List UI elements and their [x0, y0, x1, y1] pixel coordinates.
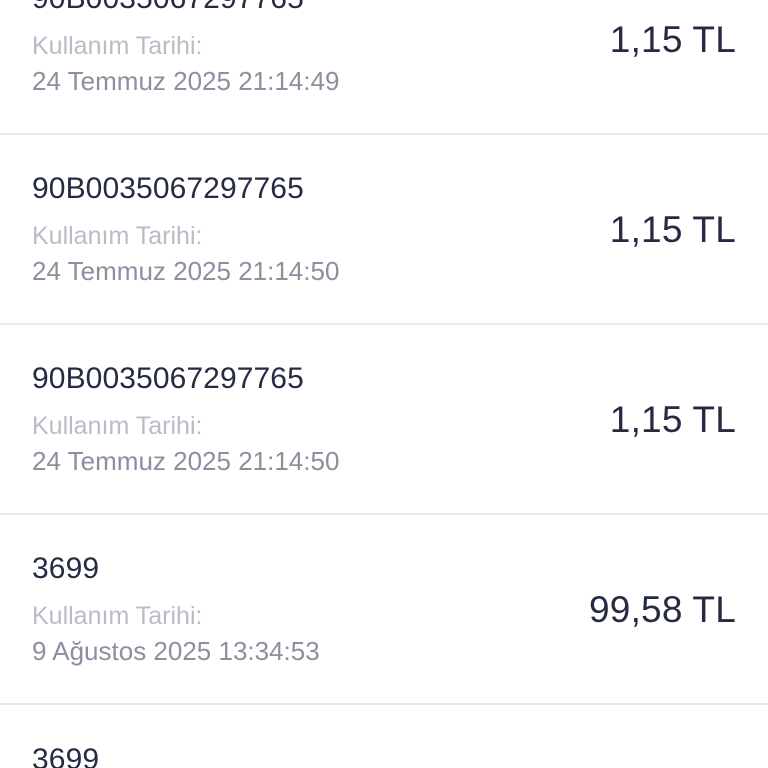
transaction-date-label: Kullanım Tarihi:: [32, 412, 203, 441]
transaction-date-value: 24 Temmuz 2025 21:14:50: [32, 255, 340, 286]
transaction-row[interactable]: 90B0035067297765 Kullanım Tarihi: 24 Tem…: [0, 0, 768, 135]
transaction-row[interactable]: 3699 Kullanım Tarihi: 9 Ağustos 2025 13:…: [0, 705, 768, 768]
transaction-amount: 99,58 TL: [589, 588, 736, 630]
transaction-date-value: 24 Temmuz 2025 21:14:50: [32, 445, 340, 476]
transaction-info: 90B0035067297765 Kullanım Tarihi: 24 Tem…: [32, 0, 339, 98]
transaction-id: 90B0035067297765: [32, 361, 304, 395]
transaction-date-value: 9 Ağustos 2025 13:34:53: [32, 635, 320, 666]
transaction-row[interactable]: 90B0035067297765 Kullanım Tarihi: 24 Tem…: [0, 135, 768, 325]
transaction-amount: 1,15 TL: [609, 398, 736, 440]
transaction-id: 90B0035067297765: [32, 0, 339, 18]
transaction-date-value: 24 Temmuz 2025 21:14:49: [32, 65, 340, 96]
transaction-info: 3699 Kullanım Tarihi: 9 Ağustos 2025 13:…: [32, 741, 320, 768]
transaction-amount: 1,15 TL: [609, 208, 736, 250]
transaction-row[interactable]: 90B0035067297765 Kullanım Tarihi: 24 Tem…: [0, 325, 768, 515]
transaction-id: 90B0035067297765: [32, 171, 304, 205]
transaction-info: 90B0035067297765 Kullanım Tarihi: 24 Tem…: [32, 170, 339, 289]
transaction-row[interactable]: 3699 Kullanım Tarihi: 9 Ağustos 2025 13:…: [0, 515, 768, 705]
transaction-info: 90B0035067297765 Kullanım Tarihi: 24 Tem…: [32, 360, 339, 479]
transaction-id: 3699: [32, 742, 100, 768]
transaction-amount: 1,15 TL: [609, 18, 736, 60]
transaction-date-label: Kullanım Tarihi:: [32, 222, 203, 251]
transaction-info: 3699 Kullanım Tarihi: 9 Ağustos 2025 13:…: [32, 550, 320, 669]
transaction-id: 3699: [32, 551, 100, 585]
transaction-date-label: Kullanım Tarihi:: [32, 602, 203, 631]
transaction-date-label: Kullanım Tarihi:: [32, 32, 203, 61]
